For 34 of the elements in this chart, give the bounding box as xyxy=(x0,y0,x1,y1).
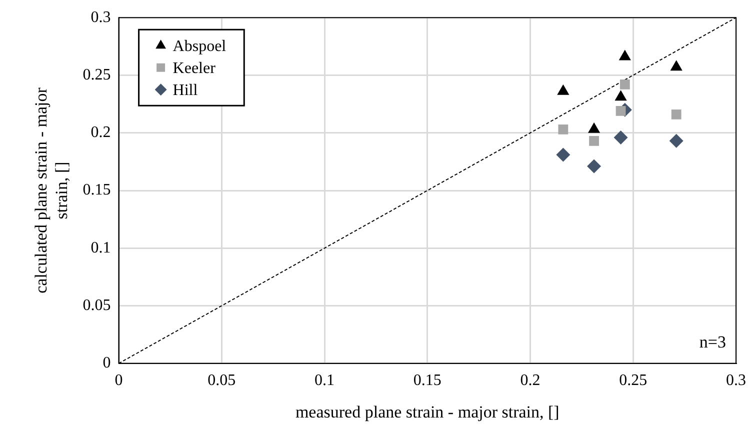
point xyxy=(618,50,631,60)
point xyxy=(614,130,628,144)
point xyxy=(614,90,627,101)
y-tick-label: 0 xyxy=(102,354,111,372)
y-tick-label: 0.1 xyxy=(90,239,111,256)
x-tick-label: 0.25 xyxy=(619,372,648,390)
point xyxy=(620,80,630,90)
legend-label: Abspoel xyxy=(172,38,227,55)
y-tick-label: 0.05 xyxy=(82,296,111,314)
point xyxy=(589,136,599,146)
x-tick-label: 0.3 xyxy=(726,372,746,390)
y-tick-label: 0.25 xyxy=(82,66,111,84)
point xyxy=(671,109,682,120)
legend-label: Keeler xyxy=(172,60,216,77)
x-tick-label: 0.05 xyxy=(208,372,236,390)
x-tick-label: 0.15 xyxy=(413,372,442,390)
y-tick-label: 0.15 xyxy=(82,182,111,199)
y-tick-label: 0.2 xyxy=(90,124,111,142)
x-tick-label: 0.1 xyxy=(314,372,335,390)
point xyxy=(616,106,626,116)
point xyxy=(587,159,602,174)
y-axis-title: calculated plane strain - major strain, [] xyxy=(32,87,72,294)
point xyxy=(557,84,570,95)
y-tick-label: 0.3 xyxy=(90,8,111,26)
x-tick-label: 0.2 xyxy=(520,372,540,390)
annotation: n=3 xyxy=(699,332,726,352)
point xyxy=(558,124,568,134)
point xyxy=(556,148,570,162)
x-axis-title: measured plane strain - major strain, [] xyxy=(295,402,560,422)
point xyxy=(588,122,600,133)
point xyxy=(670,60,682,71)
x-tick-label: 0 xyxy=(114,372,123,390)
legend-label: Hill xyxy=(172,82,198,99)
point xyxy=(669,134,684,148)
